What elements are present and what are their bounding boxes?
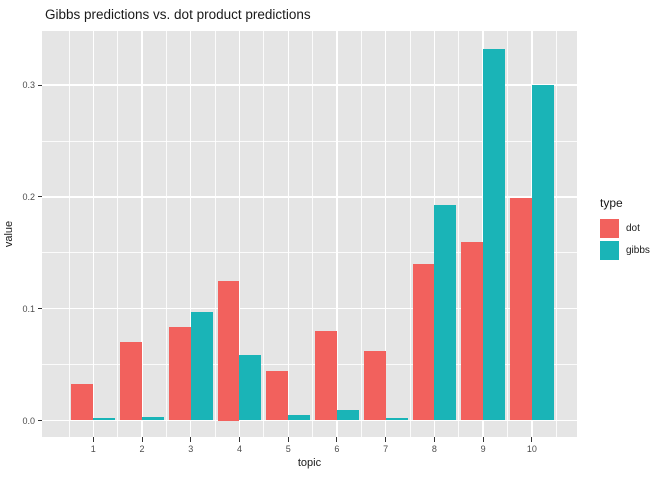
bar-gibbs-topic-2 — [142, 417, 164, 421]
major-gridline-horizontal — [42, 84, 577, 86]
bar-gibbs-topic-5 — [288, 414, 311, 421]
legend: type dot gibbs — [600, 196, 650, 263]
bar-gibbs-topic-6 — [336, 410, 359, 421]
x-tick-mark — [190, 437, 192, 442]
x-tick-label: 9 — [480, 444, 486, 454]
bar-dot-topic-1 — [71, 383, 94, 421]
x-tick-mark — [141, 437, 143, 442]
x-tick-mark — [336, 437, 338, 442]
bar-gibbs-topic-10 — [531, 85, 554, 421]
minor-gridline-vertical — [68, 31, 70, 437]
x-tick-label: 5 — [285, 444, 291, 454]
x-tick-mark — [531, 437, 533, 442]
bar-dot-topic-3 — [168, 326, 191, 421]
bar-dot-topic-10 — [509, 198, 532, 421]
major-gridline-vertical — [433, 31, 436, 437]
bar-gibbs-topic-4 — [239, 354, 262, 421]
legend-item-label: dot — [626, 223, 640, 234]
legend-title: type — [600, 196, 623, 210]
chart-title: Gibbs predictions vs. dot product predic… — [45, 7, 311, 22]
x-tick-label: 3 — [188, 444, 194, 454]
major-gridline-horizontal — [42, 196, 577, 198]
minor-gridline-horizontal — [42, 364, 577, 365]
y-tick-mark — [37, 308, 42, 310]
major-gridline-horizontal — [42, 308, 577, 310]
bar-gibbs-topic-1 — [93, 418, 116, 421]
minor-gridline-vertical — [507, 31, 508, 437]
dot-color-swatch — [600, 219, 619, 238]
y-tick-label: 0.1 — [22, 303, 35, 314]
bar-dot-topic-8 — [412, 263, 435, 421]
x-tick-mark — [385, 437, 387, 442]
y-tick-label: 0.3 — [22, 80, 35, 91]
major-gridline-vertical — [384, 31, 387, 437]
legend-item-gibbs: gibbs — [600, 241, 650, 260]
bar-gibbs-topic-3 — [190, 312, 213, 421]
minor-gridline-vertical — [263, 31, 265, 437]
minor-gridline-vertical — [360, 31, 362, 437]
x-tick-mark — [238, 437, 240, 442]
x-tick-mark — [287, 437, 289, 442]
x-tick-label: 10 — [526, 444, 537, 454]
bar-dot-topic-7 — [363, 351, 386, 421]
plot-panel — [42, 31, 577, 437]
y-tick-mark — [37, 84, 42, 86]
x-tick-label: 2 — [139, 444, 145, 454]
y-tick-mark — [37, 420, 42, 421]
x-tick-label: 7 — [383, 444, 389, 454]
minor-gridline-horizontal — [42, 252, 577, 254]
bar-dot-topic-6 — [315, 331, 337, 421]
minor-gridline-vertical — [165, 31, 167, 437]
major-gridline-vertical — [92, 31, 94, 437]
minor-gridline-vertical — [555, 31, 557, 437]
bar-gibbs-topic-8 — [434, 204, 457, 421]
y-tick-label: 0.2 — [22, 191, 35, 202]
x-tick-label: 6 — [334, 444, 340, 454]
x-tick-label: 1 — [90, 444, 96, 454]
major-gridline-horizontal — [42, 419, 577, 422]
bar-gibbs-topic-9 — [483, 49, 506, 421]
major-gridline-vertical — [287, 31, 289, 437]
minor-gridline-vertical — [312, 31, 313, 437]
legend-item-label: gibbs — [626, 245, 650, 256]
minor-gridline-vertical — [214, 31, 216, 437]
minor-gridline-vertical — [117, 31, 119, 437]
x-tick-label: 4 — [236, 444, 242, 454]
gibbs-color-swatch — [600, 241, 619, 260]
major-gridline-vertical — [190, 31, 192, 437]
y-axis-title: value — [3, 220, 15, 248]
bar-dot-topic-2 — [120, 342, 143, 421]
bar-dot-topic-4 — [217, 280, 240, 421]
y-tick-mark — [37, 196, 42, 198]
major-gridline-vertical — [336, 31, 338, 437]
minor-gridline-vertical — [409, 31, 411, 437]
major-gridline-vertical — [238, 31, 241, 437]
x-tick-label: 8 — [431, 444, 437, 454]
x-tick-mark — [433, 437, 435, 442]
bar-dot-topic-5 — [266, 371, 289, 421]
legend-item-dot: dot — [600, 219, 650, 238]
y-tick-label: 0.0 — [22, 415, 35, 426]
minor-gridline-horizontal — [42, 140, 577, 142]
x-axis-title: topic — [297, 457, 322, 469]
major-gridline-vertical — [141, 31, 143, 437]
bar-gibbs-topic-7 — [385, 418, 408, 421]
x-tick-mark — [92, 437, 94, 442]
bar-dot-topic-9 — [461, 241, 484, 421]
x-tick-mark — [482, 437, 484, 442]
minor-gridline-vertical — [458, 31, 460, 437]
